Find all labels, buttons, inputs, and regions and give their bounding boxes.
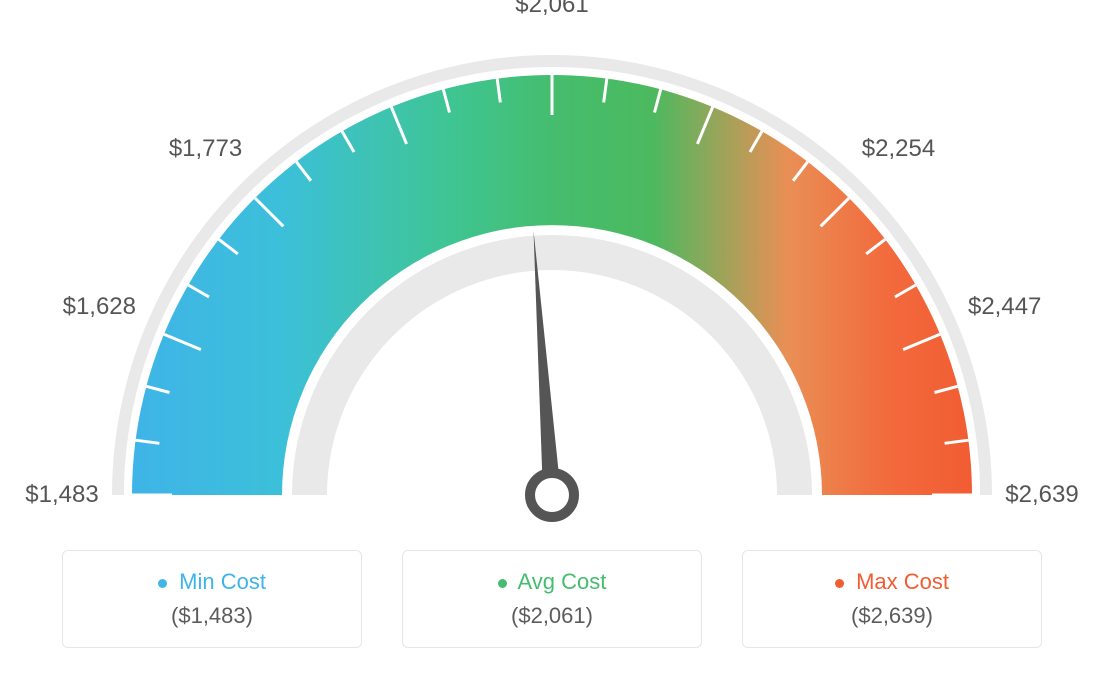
legend-row: Min Cost ($1,483) Avg Cost ($2,061) Max … (0, 550, 1104, 648)
min-cost-label: Min Cost (179, 569, 266, 594)
gauge-svg (0, 0, 1104, 560)
gauge-tick-label: $1,773 (169, 135, 242, 163)
gauge-container: $1,483 $1,628 $1,773 $2,061 $2,254 $2,447 $2,6… (0, 0, 1104, 540)
max-cost-card: Max Cost ($2,639) (742, 550, 1042, 648)
min-cost-card: Min Cost ($1,483) (62, 550, 362, 648)
max-dot-icon (835, 579, 844, 588)
max-cost-title: Max Cost (753, 569, 1031, 595)
min-cost-value: ($1,483) (73, 603, 351, 629)
min-dot-icon (158, 579, 167, 588)
gauge-tick-label: $2,639 (1005, 481, 1078, 509)
avg-dot-icon (498, 579, 507, 588)
avg-cost-card: Avg Cost ($2,061) (402, 550, 702, 648)
gauge-tick-label: $1,483 (25, 481, 98, 509)
gauge-tick-label: $1,628 (63, 293, 136, 321)
max-cost-label: Max Cost (856, 569, 949, 594)
avg-cost-label: Avg Cost (518, 569, 607, 594)
min-cost-title: Min Cost (73, 569, 351, 595)
max-cost-value: ($2,639) (753, 603, 1031, 629)
gauge-tick-label: $2,447 (968, 293, 1041, 321)
avg-cost-title: Avg Cost (413, 569, 691, 595)
avg-cost-value: ($2,061) (413, 603, 691, 629)
gauge-tick-label: $2,061 (515, 0, 588, 19)
gauge-tick-label: $2,254 (862, 135, 935, 163)
